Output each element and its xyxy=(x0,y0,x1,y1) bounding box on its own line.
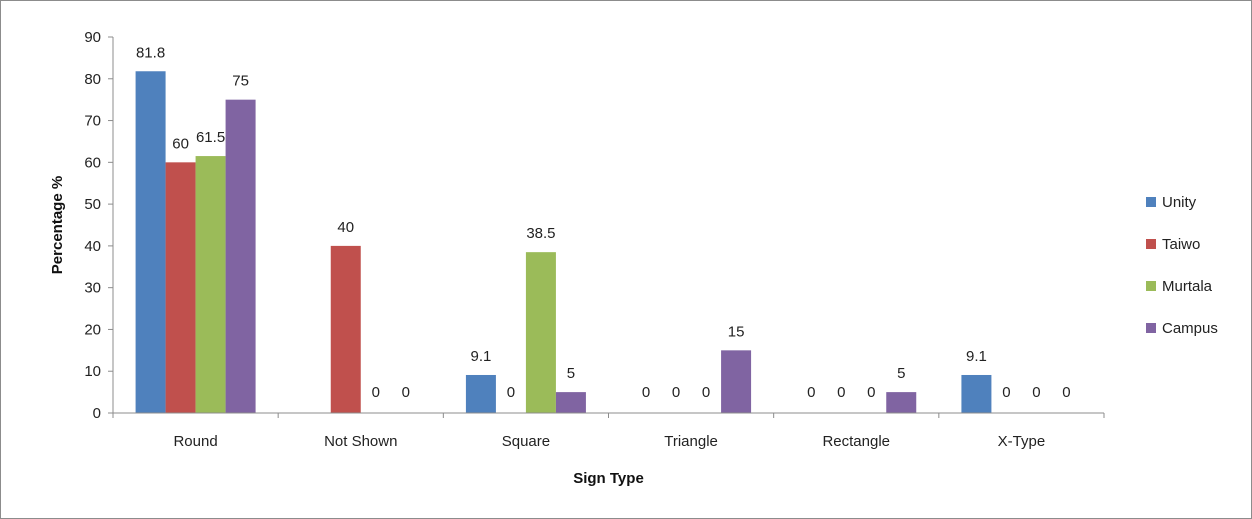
y-tick-label: 10 xyxy=(84,363,101,380)
legend-label: Unity xyxy=(1162,194,1197,211)
data-label: 15 xyxy=(728,323,745,340)
x-tick-label: Rectangle xyxy=(822,433,890,450)
x-tick-label: Not Shown xyxy=(324,433,397,450)
y-tick-label: 20 xyxy=(84,321,101,338)
y-tick-label: 50 xyxy=(84,196,101,213)
y-tick-label: 70 xyxy=(84,113,101,130)
data-label: 9.1 xyxy=(470,348,491,365)
x-tick-label: Triangle xyxy=(664,433,718,450)
data-label: 0 xyxy=(807,384,815,401)
legend-swatch xyxy=(1146,239,1156,249)
y-tick-label: 0 xyxy=(93,405,101,422)
y-tick-label: 30 xyxy=(84,280,101,297)
data-label: 0 xyxy=(702,384,710,401)
y-axis-title: Percentage % xyxy=(49,176,66,274)
bar-unity xyxy=(465,374,496,413)
bar-murtala xyxy=(525,252,556,413)
legend-swatch xyxy=(1146,281,1156,291)
data-label: 0 xyxy=(1032,384,1040,401)
data-label: 75 xyxy=(232,73,249,90)
bar-campus xyxy=(886,392,917,413)
data-label: 61.5 xyxy=(196,129,225,146)
data-label: 40 xyxy=(337,219,354,236)
data-label: 0 xyxy=(642,384,650,401)
data-label: 0 xyxy=(402,384,410,401)
data-label: 0 xyxy=(1002,384,1010,401)
bar-murtala xyxy=(195,156,226,414)
data-label: 0 xyxy=(1062,384,1070,401)
legend-swatch xyxy=(1146,323,1156,333)
data-labels: 81.8 60 61.5 75 40 0 0 9.1 0 38.5 5 0 0 0 15 0 0 0 5 9.1 0 0 0 xyxy=(136,44,1071,401)
bar-taiwo xyxy=(330,245,361,413)
y-tick-label: 90 xyxy=(84,29,101,46)
bar-campus xyxy=(225,99,256,414)
legend: Unity Taiwo Murtala Campus xyxy=(1146,194,1218,337)
data-label: 38.5 xyxy=(526,225,555,242)
x-tick-label: Round xyxy=(173,433,217,450)
x-tick-label: X-Type xyxy=(998,433,1046,450)
bar-unity xyxy=(961,374,992,413)
y-tick-label: 40 xyxy=(84,238,101,255)
data-label: 5 xyxy=(567,365,575,382)
data-label: 0 xyxy=(837,384,845,401)
y-axis-ticks: 0 10 20 30 40 50 60 70 80 90 xyxy=(84,29,113,422)
bar-taiwo xyxy=(165,162,196,413)
bar-unity xyxy=(135,71,166,413)
y-tick-label: 60 xyxy=(84,154,101,171)
data-label: 60 xyxy=(172,135,189,152)
data-label: 9.1 xyxy=(966,348,987,365)
data-label: 81.8 xyxy=(136,44,165,61)
x-axis-ticks: Round Not Shown Square Triangle Rectangle X-T… xyxy=(112,413,1105,450)
data-label: 0 xyxy=(372,384,380,401)
x-axis-title: Sign Type xyxy=(573,470,644,487)
legend-label: Murtala xyxy=(1162,278,1213,295)
data-label: 0 xyxy=(672,384,680,401)
bar-campus xyxy=(721,350,752,413)
bar-campus xyxy=(555,392,586,413)
bars xyxy=(135,71,992,414)
data-label: 5 xyxy=(897,365,905,382)
legend-swatch xyxy=(1146,197,1156,207)
legend-label: Campus xyxy=(1162,320,1218,337)
legend-label: Taiwo xyxy=(1162,236,1200,253)
data-label: 0 xyxy=(507,384,515,401)
data-label: 0 xyxy=(867,384,875,401)
y-tick-label: 80 xyxy=(84,71,101,88)
x-tick-label: Square xyxy=(502,433,550,450)
